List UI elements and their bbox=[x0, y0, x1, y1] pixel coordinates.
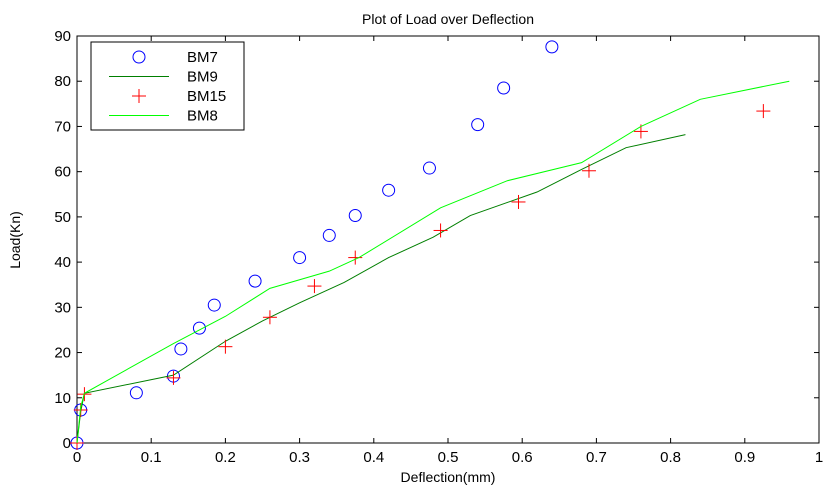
bm15-point bbox=[307, 279, 322, 294]
x-tick-label: 1 bbox=[815, 449, 823, 466]
bm8-line bbox=[76, 80, 790, 444]
y-tick-label: 90 bbox=[54, 28, 71, 45]
x-tick-label: 0.1 bbox=[141, 449, 162, 466]
bm7-point bbox=[422, 161, 436, 175]
y-tick-label: 0 bbox=[63, 435, 71, 452]
y-axis: 0 10 20 30 40 50 60 70 80 90 bbox=[54, 28, 819, 452]
legend-label-bm7: BM7 bbox=[187, 49, 218, 66]
y-tick-label: 40 bbox=[54, 254, 71, 271]
series-bm7 bbox=[70, 40, 559, 450]
x-tick-label: 0.9 bbox=[734, 449, 755, 466]
legend-box bbox=[90, 41, 245, 131]
x-tick-label: 0 bbox=[73, 449, 81, 466]
y-tick-label: 70 bbox=[54, 118, 71, 135]
x-axis-label: Deflection(mm) bbox=[401, 469, 496, 485]
series-layer bbox=[70, 40, 790, 450]
x-tick-label: 0.4 bbox=[363, 449, 384, 466]
bm7-point bbox=[322, 228, 336, 242]
x-tick-label: 0.6 bbox=[512, 449, 533, 466]
series-bm8 bbox=[76, 80, 790, 444]
bm15-point bbox=[581, 163, 596, 178]
legend-label-bm9: BM9 bbox=[187, 69, 218, 86]
bm15-point bbox=[433, 223, 448, 238]
bm15-point bbox=[511, 194, 526, 209]
bm7-point bbox=[471, 118, 485, 132]
y-axis-label: Load(Kn) bbox=[7, 211, 23, 269]
bm9-line bbox=[76, 134, 686, 444]
bm7-point bbox=[497, 81, 511, 95]
x-tick-label: 0.8 bbox=[660, 449, 681, 466]
bm7-point bbox=[248, 274, 262, 288]
bm15-point bbox=[218, 339, 233, 354]
bm7-point bbox=[293, 251, 307, 265]
bm7-point bbox=[192, 321, 206, 335]
legend: BM7 BM9 BM15 BM8 bbox=[90, 41, 245, 131]
y-tick-label: 60 bbox=[54, 164, 71, 181]
bm15-point bbox=[262, 310, 277, 325]
bm15-point bbox=[166, 370, 181, 385]
legend-swatch-bm7 bbox=[132, 50, 146, 64]
x-axis: 0 0.1 0.2 0.3 0.4 0.5 0.6 0.7 0.8 0.9 1 bbox=[73, 36, 823, 466]
y-tick-label: 50 bbox=[54, 209, 71, 226]
x-tick-label: 0.5 bbox=[438, 449, 459, 466]
x-tick-label: 0.2 bbox=[215, 449, 236, 466]
bm7-point bbox=[174, 342, 188, 356]
legend-label-bm15: BM15 bbox=[187, 88, 226, 105]
bm15-point bbox=[756, 104, 771, 119]
bm7-point bbox=[348, 209, 362, 223]
bm7-point bbox=[207, 298, 221, 312]
bm7-point bbox=[129, 386, 143, 400]
x-tick-label: 0.7 bbox=[586, 449, 607, 466]
x-tick-label: 0.3 bbox=[289, 449, 310, 466]
legend-swatch-bm15 bbox=[132, 89, 146, 103]
y-tick-label: 20 bbox=[54, 345, 71, 362]
legend-label-bm8: BM8 bbox=[187, 108, 218, 125]
bm7-point bbox=[382, 183, 396, 197]
y-tick-label: 30 bbox=[54, 299, 71, 316]
y-tick-label: 10 bbox=[54, 390, 71, 407]
y-tick-label: 80 bbox=[54, 73, 71, 90]
series-bm9 bbox=[76, 134, 686, 444]
bm7-point bbox=[545, 40, 559, 54]
chart-title: Plot of Load over Deflection bbox=[362, 11, 534, 27]
